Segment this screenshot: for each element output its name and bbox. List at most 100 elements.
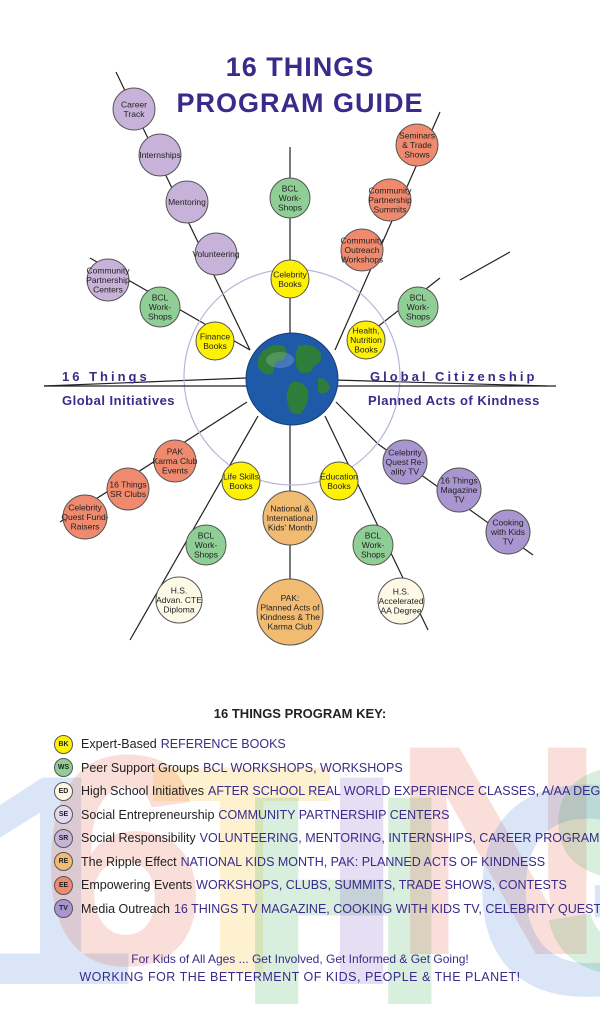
key-label: High School Initiatives: [81, 784, 204, 798]
node-label-line: International: [267, 513, 314, 523]
key-description: AFTER SCHOOL REAL WORLD EXPERIENCE CLASS…: [207, 784, 600, 798]
node-label-line: Work-: [149, 302, 172, 312]
key-row-bk: BK Expert-Based REFERENCE BOOKS: [54, 734, 286, 754]
node-label-line: Shops: [148, 312, 172, 322]
node-label-line: Work-: [362, 540, 385, 550]
node-label-line: Advan. CTE: [156, 595, 202, 605]
node-layer: CelebrityBooksHealth,NutritionBooksEduca…: [61, 87, 531, 646]
key-row-ee: EE Empowering Events WORKSHOPS, CLUBS, SUM…: [54, 875, 567, 895]
node-label-line: Quest Re-: [386, 457, 425, 467]
node-circle: [377, 577, 425, 625]
node-label-line: Celebrity: [388, 448, 422, 458]
node-label-line: 16 Things: [109, 479, 146, 489]
node-label-line: Magazine: [441, 485, 478, 495]
node-circle: [194, 232, 238, 276]
node-circle: [368, 178, 412, 222]
key-badge: BK: [54, 734, 73, 754]
key-row-ed: ED High School Initiatives AFTER SCHOOL RE…: [54, 781, 600, 801]
node-label-line: Shops: [278, 203, 302, 213]
key-row-tv: TV Media Outreach 16 THINGS TV MAGAZINE, C…: [54, 899, 600, 919]
node-label-line: Finance: [200, 331, 231, 341]
key-badge: SE: [54, 805, 73, 824]
node-circle: [340, 228, 384, 272]
key-description: VOLUNTEERING, MENTORING, INTERNSHIPS, CA…: [199, 831, 600, 845]
node-circle: [138, 133, 182, 177]
node-label-line: Volunteering: [192, 249, 240, 259]
node-label-line: PAK:: [281, 593, 300, 603]
left-label-bottom: Global Initiatives: [62, 393, 176, 408]
node-label-line: TV: [454, 495, 465, 505]
right-label-top: Global Citizenship: [370, 369, 538, 384]
node-label-line: BCL: [198, 531, 215, 541]
node-circle: [346, 320, 386, 360]
node-circle: [221, 461, 261, 501]
node-label-line: Partnership: [368, 195, 412, 205]
key-label: Social Entrepreneurship: [81, 807, 215, 822]
key-description: COMMUNITY PARTNERSHIP CENTERS: [218, 807, 450, 822]
key-badge: TV: [54, 899, 73, 918]
spoke-line: [129, 415, 259, 641]
node-label-line: Work-: [407, 302, 430, 312]
node-label-line: Career: [121, 99, 147, 109]
node-label-line: Life Skills: [223, 471, 259, 481]
node-label-line: Raisers: [71, 522, 100, 532]
node-label-line: AA Degree: [380, 606, 421, 616]
node-label-line: Mentoring: [168, 197, 206, 207]
node-mentoring: Mentoring: [165, 180, 209, 224]
node-circle: [270, 259, 310, 299]
node-label-line: Shops: [361, 550, 385, 560]
node-label-line: Track: [124, 109, 146, 119]
key-description: BCL WORKSHOPS, WORKSHOPS: [203, 760, 403, 775]
node-circle: [185, 524, 227, 566]
key-row-se: SE Social Entrepreneurship COMMUNITY PARTN…: [54, 805, 449, 825]
node-label-line: Events: [162, 466, 188, 476]
node-label-line: Education: [320, 471, 358, 481]
node-circle: [382, 439, 428, 485]
node-label-line: BCL: [152, 293, 169, 303]
node-label-line: PAK: [167, 447, 184, 457]
key-badge: ED: [54, 781, 73, 801]
globe-icon: [245, 332, 339, 426]
node-circle: [165, 180, 209, 224]
key-description: NATIONAL KIDS MONTH, PAK: PLANNED ACTS O…: [180, 854, 546, 869]
node-label-line: BCL: [365, 531, 382, 541]
node-circle: [485, 509, 531, 555]
key-row-ws: WS Peer Support Groups BCL WORKSHOPS, WORK…: [54, 758, 403, 778]
key-row-re: RE The Ripple Effect NATIONAL KIDS MONTH, …: [54, 852, 545, 872]
program-key-title: 16 THINGS PROGRAM KEY:: [213, 706, 387, 721]
node-label-line: Cooking: [492, 518, 523, 528]
tagline-line-1: For Kids of All Ages ... Get Involved, G…: [131, 952, 469, 966]
node-label-line: Planned Acts of: [260, 602, 320, 612]
node-volunteering: Volunteering: [192, 232, 240, 276]
spoke-line: [335, 401, 379, 445]
node-label-line: BCL: [410, 293, 427, 303]
background-letter: N: [390, 690, 600, 1018]
node-label-line: Health,: [353, 326, 380, 336]
node-circle: [195, 321, 235, 361]
node-circle: [112, 87, 156, 131]
node-circle: [155, 576, 203, 624]
node-circle: [397, 286, 439, 328]
key-label: Expert-Based: [81, 737, 157, 751]
tagline-line-2: WORKING FOR THE BETTERMENT OF KIDS, PEOP…: [79, 970, 521, 984]
node-label-line: with Kids: [490, 527, 525, 537]
key-label: The Ripple Effect: [81, 854, 177, 869]
node-label-line: SR Clubs: [110, 489, 146, 499]
node-circle: [319, 461, 359, 501]
node-label-line: Summits: [373, 205, 406, 215]
